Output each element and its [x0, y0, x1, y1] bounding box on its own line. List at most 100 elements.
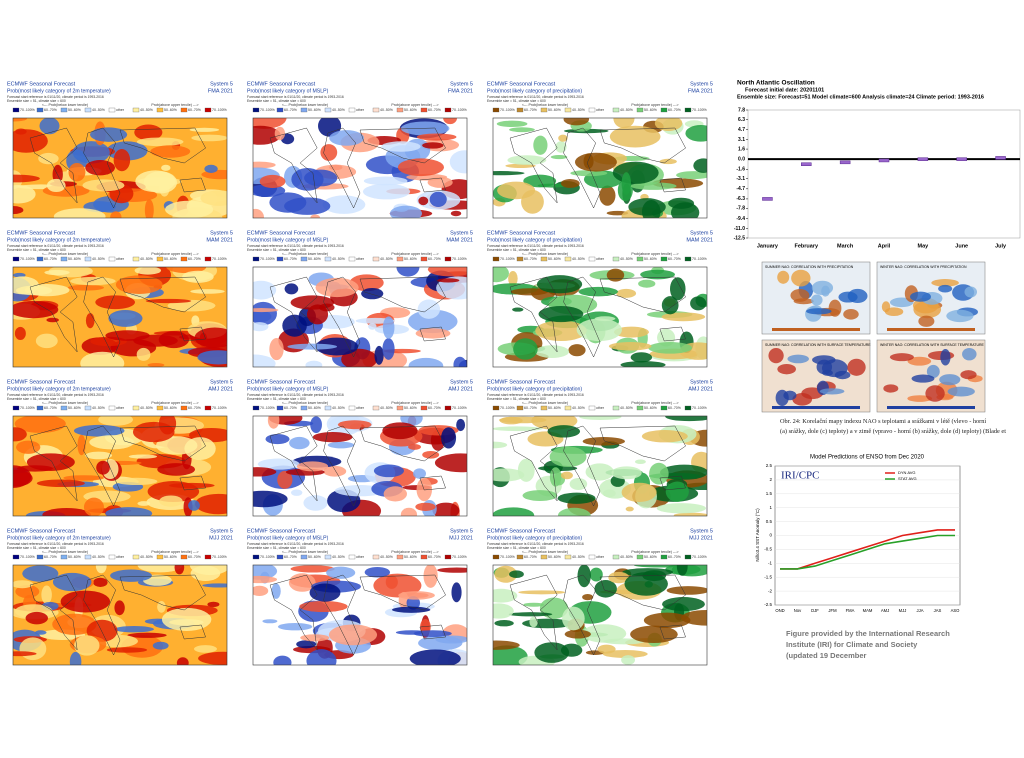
- map-patch: [136, 347, 151, 361]
- legend-swatch: [684, 554, 692, 560]
- legend-label: 60..70%: [284, 108, 297, 112]
- coastline: [419, 475, 446, 491]
- map-frame: [492, 415, 708, 517]
- y-tick-label: -3.1: [736, 176, 745, 182]
- legend-below: <--- Prob(below lower tercile): [522, 550, 568, 554]
- legend-label: other: [596, 108, 605, 112]
- map-patch: [267, 416, 280, 429]
- corr-patch: [960, 370, 977, 380]
- legend-swatch: [108, 107, 116, 113]
- map-patch: [13, 118, 27, 122]
- map-patch: [44, 269, 70, 276]
- map-patch: [578, 286, 618, 297]
- map-patch: [259, 174, 286, 188]
- legend-label: 60..70%: [188, 257, 201, 261]
- legend-swatch: [540, 107, 548, 113]
- map-patch: [296, 461, 329, 472]
- map-patch: [662, 597, 705, 612]
- coastline: [29, 127, 78, 204]
- legend-label: 70..100%: [500, 406, 515, 410]
- panel-title: Prob(most likely category of MSLP): [247, 237, 329, 243]
- map-patch: [510, 288, 549, 296]
- map-patch: [269, 338, 284, 361]
- map-patch: [159, 495, 183, 507]
- panel-info: Ensemble size = 51, climate size = 600: [7, 248, 66, 252]
- map-patch: [415, 502, 436, 511]
- map-patch: [299, 600, 348, 613]
- legend-label: 50..60%: [164, 555, 177, 559]
- map-patch: [25, 611, 48, 625]
- map-patch: [397, 158, 444, 177]
- map-patch: [253, 490, 288, 508]
- map-patch: [563, 118, 590, 126]
- corr-patch: [787, 354, 809, 364]
- corr-patch: [947, 386, 975, 397]
- legend-swatch: [132, 405, 140, 411]
- legend-label: 40..50%: [140, 108, 153, 112]
- x-tick-label: MJJ: [899, 608, 907, 613]
- map-patch: [498, 416, 547, 424]
- map-patch: [665, 416, 707, 422]
- map-patch: [608, 342, 652, 351]
- coastline: [509, 574, 558, 651]
- legend-above: Prob(above upper tercile) --->: [151, 550, 198, 554]
- map-patch: [207, 601, 220, 608]
- map-patch: [597, 644, 616, 654]
- map-patch: [115, 477, 158, 486]
- credit: Figure provided by the International Res…: [786, 629, 950, 660]
- legend-above: Prob(above upper tercile) --->: [631, 252, 678, 256]
- legend-swatch: [36, 405, 44, 411]
- map-patch: [197, 350, 227, 365]
- map-patch: [80, 351, 125, 367]
- legend-label: 60..70%: [668, 257, 681, 261]
- map-patch: [96, 460, 110, 475]
- y-tick-label: 2.5: [766, 463, 773, 468]
- map-patch: [265, 434, 290, 445]
- legend-swatch: [84, 256, 92, 262]
- legend-label: 70..100%: [452, 108, 467, 112]
- legend-swatch: [252, 256, 260, 262]
- legend-label: 50..60%: [164, 257, 177, 261]
- map-field: [13, 267, 227, 367]
- legend-swatch: [180, 107, 188, 113]
- panel-system: System 5: [210, 81, 233, 87]
- coastline: [269, 574, 318, 651]
- map: [252, 415, 468, 517]
- legend-label: 40..50%: [92, 555, 105, 559]
- map-patch: [322, 195, 366, 214]
- legend-above: Prob(above upper tercile) --->: [151, 103, 198, 107]
- y-tick-label: 3.1: [738, 137, 745, 143]
- map-patch: [417, 299, 441, 319]
- coastline: [359, 276, 446, 313]
- map-patch: [289, 436, 310, 450]
- legend-label: 40..50%: [332, 108, 345, 112]
- map-patch: [676, 565, 688, 576]
- legend-swatch: [396, 405, 404, 411]
- corr-patch: [777, 270, 790, 284]
- map-patch: [310, 416, 322, 434]
- legend-label: 50..60%: [164, 406, 177, 410]
- map-patch: [400, 507, 418, 516]
- coastline: [599, 425, 686, 462]
- legend-swatch: [300, 107, 308, 113]
- map-patch: [613, 326, 649, 338]
- map-field: [13, 118, 227, 218]
- legend-label: other: [356, 108, 365, 112]
- y-tick-label: -11.0: [734, 226, 745, 232]
- panel-title: Prob(most likely category of 2m temperat…: [7, 386, 111, 392]
- x-tick-label: April: [878, 243, 891, 249]
- panel-info: Forecast start reference is 01/11/20, cl…: [7, 244, 104, 248]
- corr-patch: [811, 294, 823, 306]
- map-patch: [13, 300, 59, 319]
- corr-patch: [938, 284, 953, 293]
- coastline: [269, 276, 318, 353]
- credit-line: (updated 19 December: [786, 651, 867, 660]
- map-patch: [52, 613, 97, 635]
- map-patch: [176, 657, 189, 665]
- map-patch: [189, 565, 227, 576]
- legend-label: 50..60%: [548, 108, 561, 112]
- map-patch: [577, 565, 591, 588]
- map-patch: [611, 466, 642, 480]
- map-patch: [415, 328, 451, 339]
- legend-label: 50..60%: [164, 108, 177, 112]
